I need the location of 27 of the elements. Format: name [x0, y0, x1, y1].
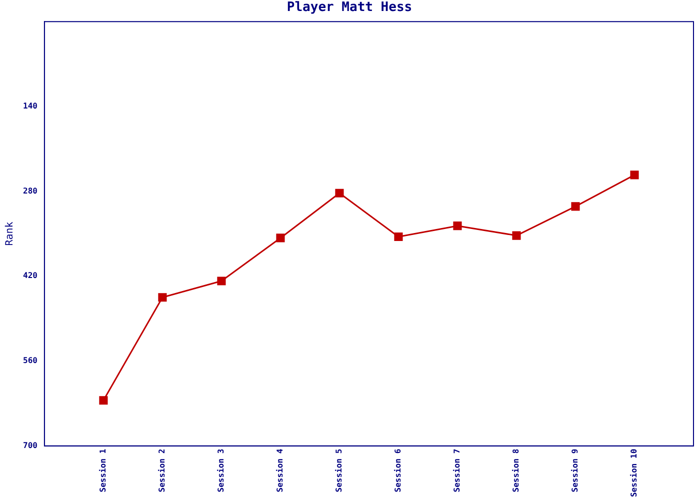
x-tick-label: Session 10: [630, 448, 639, 498]
y-tick-label: 140: [22, 102, 38, 111]
x-tick-label: Session 2: [158, 448, 167, 492]
y-tick-label: 420: [22, 271, 38, 280]
point: [512, 231, 521, 240]
point: [335, 188, 344, 198]
x-tick-label: Session 1: [98, 448, 108, 492]
point: [630, 170, 639, 180]
x-tick-label: Session 3: [216, 448, 226, 492]
y-tick-label: 560: [22, 356, 38, 366]
y-tick-label: 700: [22, 440, 38, 450]
x-tick-label: Session 8: [512, 448, 521, 492]
point: [571, 202, 580, 211]
y-axis-title: Rank: [4, 222, 16, 246]
point: [394, 232, 403, 242]
point: [217, 276, 226, 286]
x-tick-label: Session 5: [334, 448, 344, 492]
x-tick-label: Session 4: [276, 448, 285, 492]
point: [453, 222, 462, 230]
y-tick-label: 280: [22, 186, 38, 196]
x-tick-label: Session 7: [452, 448, 462, 492]
point: [99, 396, 108, 405]
x-tick-label: Session 6: [394, 448, 403, 492]
point: [158, 293, 167, 302]
chart-title: Player Matt Hess: [286, 0, 412, 16]
point: [276, 234, 285, 242]
x-tick-label: Session 9: [570, 448, 580, 492]
